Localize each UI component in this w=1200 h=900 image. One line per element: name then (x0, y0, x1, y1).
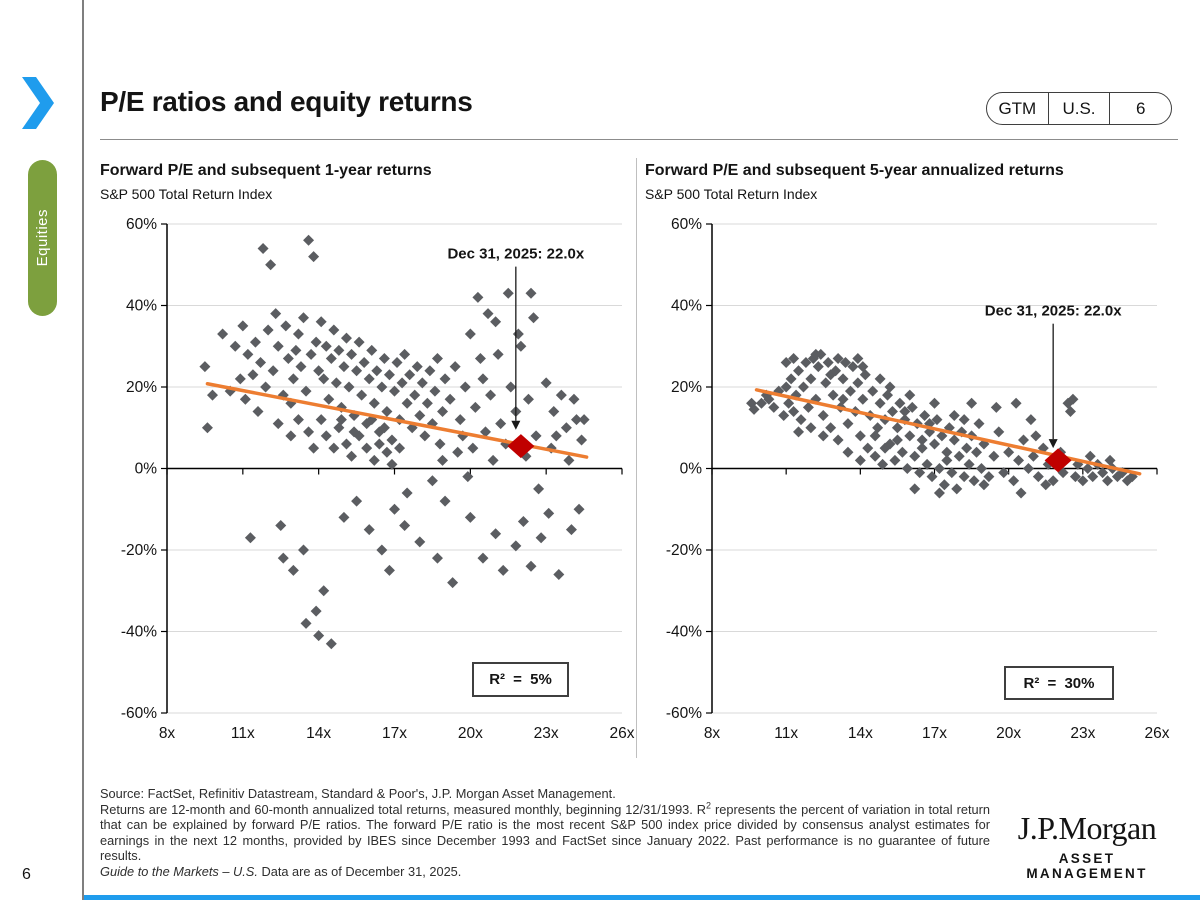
gtm-badge: GTM U.S. 6 (986, 92, 1172, 125)
left-margin-divider (82, 0, 84, 900)
gtm-publication-name: Guide to the Markets – U.S. (100, 863, 262, 879)
svg-text:40%: 40% (671, 298, 702, 315)
panel-divider (636, 158, 637, 758)
jpmorgan-logo: J.P.Morgan ASSET MANAGEMENT (998, 810, 1176, 881)
svg-text:11x: 11x (231, 725, 255, 742)
r-squared-box-5yr: R² = 30% (1004, 666, 1114, 700)
svg-text:-60%: -60% (666, 705, 702, 722)
superscript-2: 2 (706, 800, 712, 811)
svg-text:0%: 0% (135, 461, 158, 478)
scatter-chart-5yr-returns: 60% 40% 20% 0% -20% -40% -60%8x 11x 14x 17x 20x 23x… (666, 216, 1170, 742)
title-rule (100, 139, 1178, 140)
svg-text:-60%: -60% (121, 705, 157, 722)
methodology-text: Returns are 12-month and 60-month annual… (100, 800, 990, 864)
svg-text:17x: 17x (922, 725, 947, 742)
svg-text:Dec 31, 2025: 22.0x: Dec 31, 2025: 22.0x (447, 246, 584, 263)
svg-text:20%: 20% (671, 379, 702, 396)
svg-text:60%: 60% (126, 216, 157, 233)
source-line: Source: FactSet, Refinitiv Datastream, S… (100, 786, 616, 801)
svg-text:8x: 8x (159, 725, 176, 742)
svg-text:11x: 11x (774, 725, 798, 742)
gtm-data-asof-line: Guide to the Markets – U.S. Data are as … (100, 863, 462, 879)
source-footnote: Source: FactSet, Refinitiv Datastream, S… (100, 786, 990, 880)
svg-text:14x: 14x (306, 725, 331, 742)
svg-text:17x: 17x (382, 725, 407, 742)
svg-text:60%: 60% (671, 216, 702, 233)
chart-title-5yr: Forward P/E and subsequent 5-year annual… (645, 162, 1064, 179)
asset-management-label: ASSET MANAGEMENT (1026, 851, 1148, 881)
svg-text:26x: 26x (610, 725, 635, 742)
chart-subtitle-5yr: S&P 500 Total Return Index (645, 186, 818, 202)
svg-text:40%: 40% (126, 298, 157, 315)
chevron-right-icon (22, 77, 54, 129)
gtm-badge-page: 6 (1109, 93, 1171, 124)
gtm-badge-label: GTM (998, 98, 1037, 118)
svg-text:20%: 20% (126, 379, 157, 396)
svg-text:0%: 0% (680, 461, 703, 478)
svg-text:26x: 26x (1145, 725, 1170, 742)
jpmorgan-wordmark: J.P.Morgan (1017, 810, 1157, 846)
r-squared-box-1yr: R² = 5% (472, 662, 569, 697)
sidebar-tab-equities: Equities (28, 160, 57, 316)
svg-text:23x: 23x (1070, 725, 1095, 742)
svg-text:23x: 23x (534, 725, 559, 742)
chart-title-1yr: Forward P/E and subsequent 1-year return… (100, 162, 432, 179)
chart-subtitle-1yr: S&P 500 Total Return Index (100, 186, 273, 202)
scatter-chart-1yr-returns: 60% 40% 20% 0% -20% -40% -60%8x 11x 14x 17x 20x 23x… (121, 216, 635, 742)
svg-text:20x: 20x (458, 725, 483, 742)
slide-page-number: 6 (22, 866, 31, 883)
gtm-badge-region: U.S. (1047, 93, 1110, 124)
svg-text:8x: 8x (704, 725, 721, 742)
svg-text:20x: 20x (996, 725, 1021, 742)
svg-text:Dec 31, 2025: 22.0x: Dec 31, 2025: 22.0x (985, 303, 1122, 320)
sidebar-tab-label: Equities (34, 209, 51, 267)
svg-text:-40%: -40% (666, 624, 702, 641)
svg-text:14x: 14x (848, 725, 873, 742)
svg-text:-20%: -20% (121, 542, 157, 559)
svg-text:-20%: -20% (666, 542, 702, 559)
page-title: P/E ratios and equity returns (100, 86, 473, 117)
svg-text:-40%: -40% (121, 624, 157, 641)
bottom-accent-bar (84, 895, 1200, 900)
